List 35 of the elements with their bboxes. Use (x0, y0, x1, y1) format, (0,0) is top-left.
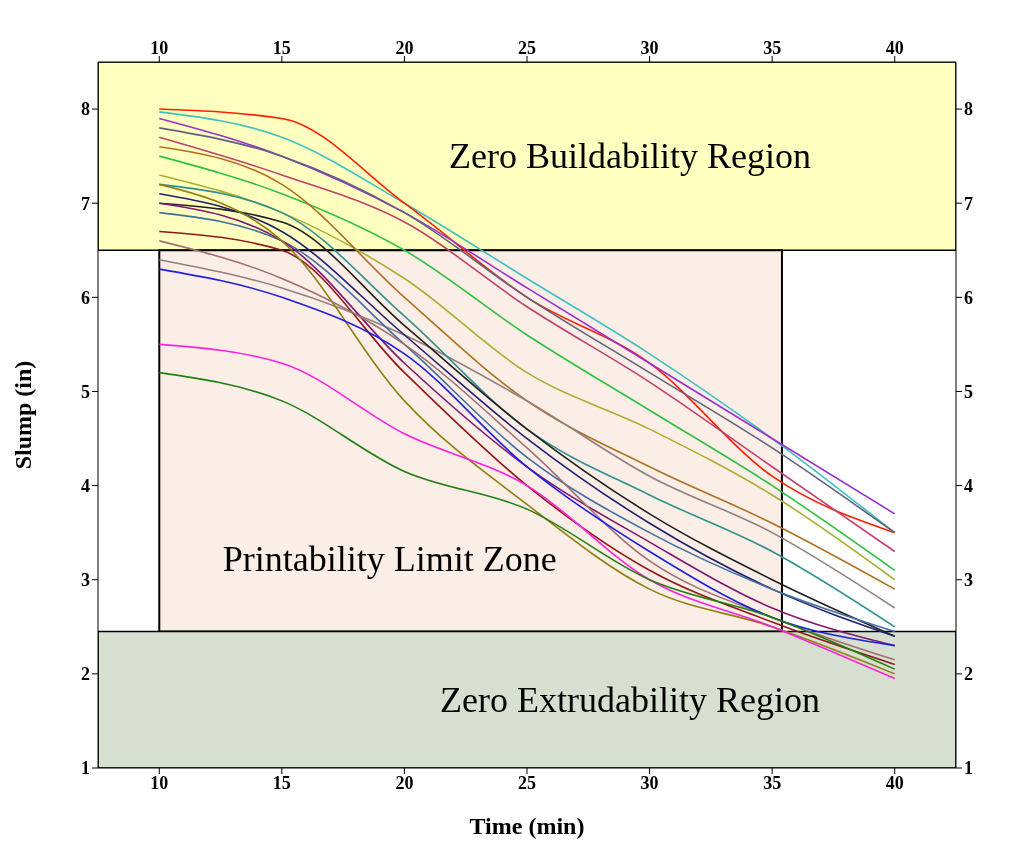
y-tick-label: 8 (81, 99, 90, 120)
y-tick-label: 2 (81, 664, 90, 685)
y2-tick-label: 6 (964, 287, 973, 308)
x2-tick-label: 20 (395, 772, 414, 793)
x2-tick-label: 15 (272, 772, 291, 793)
y2-tick-label: 1 (964, 758, 973, 779)
x-tick-label: 15 (272, 38, 291, 58)
band-label: Printability Limit Zone (222, 538, 557, 579)
x2-tick-label: 25 (518, 772, 536, 793)
x-tick-label: 25 (518, 38, 536, 58)
y2-tick-label: 4 (964, 475, 973, 496)
y-tick-label: 1 (81, 758, 90, 779)
x-axis-title: Time (min) (469, 813, 585, 839)
x2-tick-label: 35 (763, 772, 782, 793)
y2-tick-label: 2 (964, 664, 973, 685)
y-tick-label: 6 (81, 287, 90, 308)
x-tick-label: 30 (640, 38, 659, 58)
y2-tick-label: 3 (964, 570, 973, 591)
y-tick-label: 5 (81, 381, 90, 402)
band-label: Zero Buildability Region (448, 136, 811, 177)
y2-tick-label: 7 (964, 193, 973, 214)
x2-tick-label: 40 (885, 772, 904, 793)
y2-tick-label: 8 (964, 99, 973, 120)
x2-tick-label: 30 (640, 772, 659, 793)
y-tick-label: 7 (81, 193, 90, 214)
x2-tick-label: 10 (150, 772, 169, 793)
band-label: Zero Extrudability Region (440, 679, 820, 720)
x-tick-label: 40 (885, 38, 904, 58)
x-tick-label: 35 (763, 38, 782, 58)
y2-tick-label: 5 (964, 381, 973, 402)
x-tick-label: 20 (395, 38, 414, 58)
y-tick-label: 3 (81, 570, 90, 591)
x-tick-label: 10 (150, 38, 169, 58)
y-tick-label: 4 (81, 475, 90, 496)
y-axis-title: Slump (in) (9, 360, 36, 470)
